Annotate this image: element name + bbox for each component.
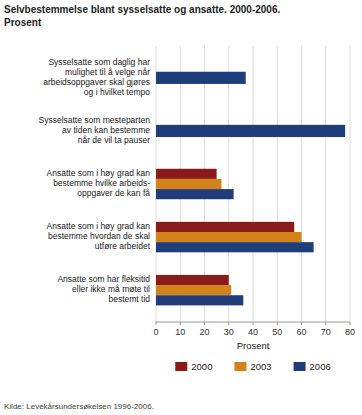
bar xyxy=(156,179,221,189)
grid xyxy=(156,46,350,322)
category-label: Ansatte som i høy grad kanbestemme hvilk… xyxy=(47,168,151,198)
y-axis: Sysselsatte som daglig harmulighet til å… xyxy=(39,57,151,304)
tick-label: 60 xyxy=(296,327,306,337)
x-axis-label: Prosent xyxy=(237,340,270,351)
legend-label: 2000 xyxy=(191,361,212,372)
legend-swatch xyxy=(234,362,246,371)
x-axis: 0 10 20 30 40 50 60 70 80 xyxy=(153,322,355,337)
tick-label: 20 xyxy=(199,327,209,337)
tick-label: 50 xyxy=(272,327,282,337)
bar xyxy=(156,222,294,232)
legend: 2000 2003 2006 xyxy=(175,361,330,372)
tick-label: 10 xyxy=(175,327,185,337)
tick-label: 40 xyxy=(248,327,258,337)
bar xyxy=(156,232,302,242)
grid-line xyxy=(350,46,351,322)
legend-label: 2003 xyxy=(250,361,271,372)
title: Selvbestemmelse blant sysselsatte og ans… xyxy=(4,4,280,28)
tick-label: 30 xyxy=(224,327,234,337)
tick-label: 70 xyxy=(321,327,331,337)
legend-swatch xyxy=(294,362,306,371)
category-label: Ansatte som har fleksitideller ikke må m… xyxy=(57,274,150,304)
legend-swatch xyxy=(175,362,187,371)
tick-label: 0 xyxy=(153,327,158,337)
legend-label: 2006 xyxy=(310,361,331,372)
x-axis-line xyxy=(156,322,350,323)
bar xyxy=(156,242,314,252)
category-label: Sysselsatte som mestepartenav tiden kan … xyxy=(39,115,151,145)
bar xyxy=(156,72,246,84)
grid-line xyxy=(325,46,326,322)
bar xyxy=(156,275,229,285)
grid-line xyxy=(277,46,278,322)
category-label: Sysselsatte som daglig harmulighet til å… xyxy=(43,57,150,97)
bars xyxy=(156,72,345,306)
chart: Selvbestemmelse blant sysselsatte og ans… xyxy=(0,0,362,415)
bar xyxy=(156,189,234,199)
bar xyxy=(156,125,345,137)
grid-line xyxy=(301,46,302,322)
tick-label: 80 xyxy=(345,327,355,337)
bar xyxy=(156,295,243,305)
source-note: Kilde: Levekårsundersøkelsen 1996-2006. xyxy=(4,402,154,411)
bar xyxy=(156,169,217,179)
grid-line xyxy=(253,46,254,322)
category-label: Ansatte som i høy grad kanbestemme hvord… xyxy=(47,221,151,251)
bar xyxy=(156,285,231,295)
